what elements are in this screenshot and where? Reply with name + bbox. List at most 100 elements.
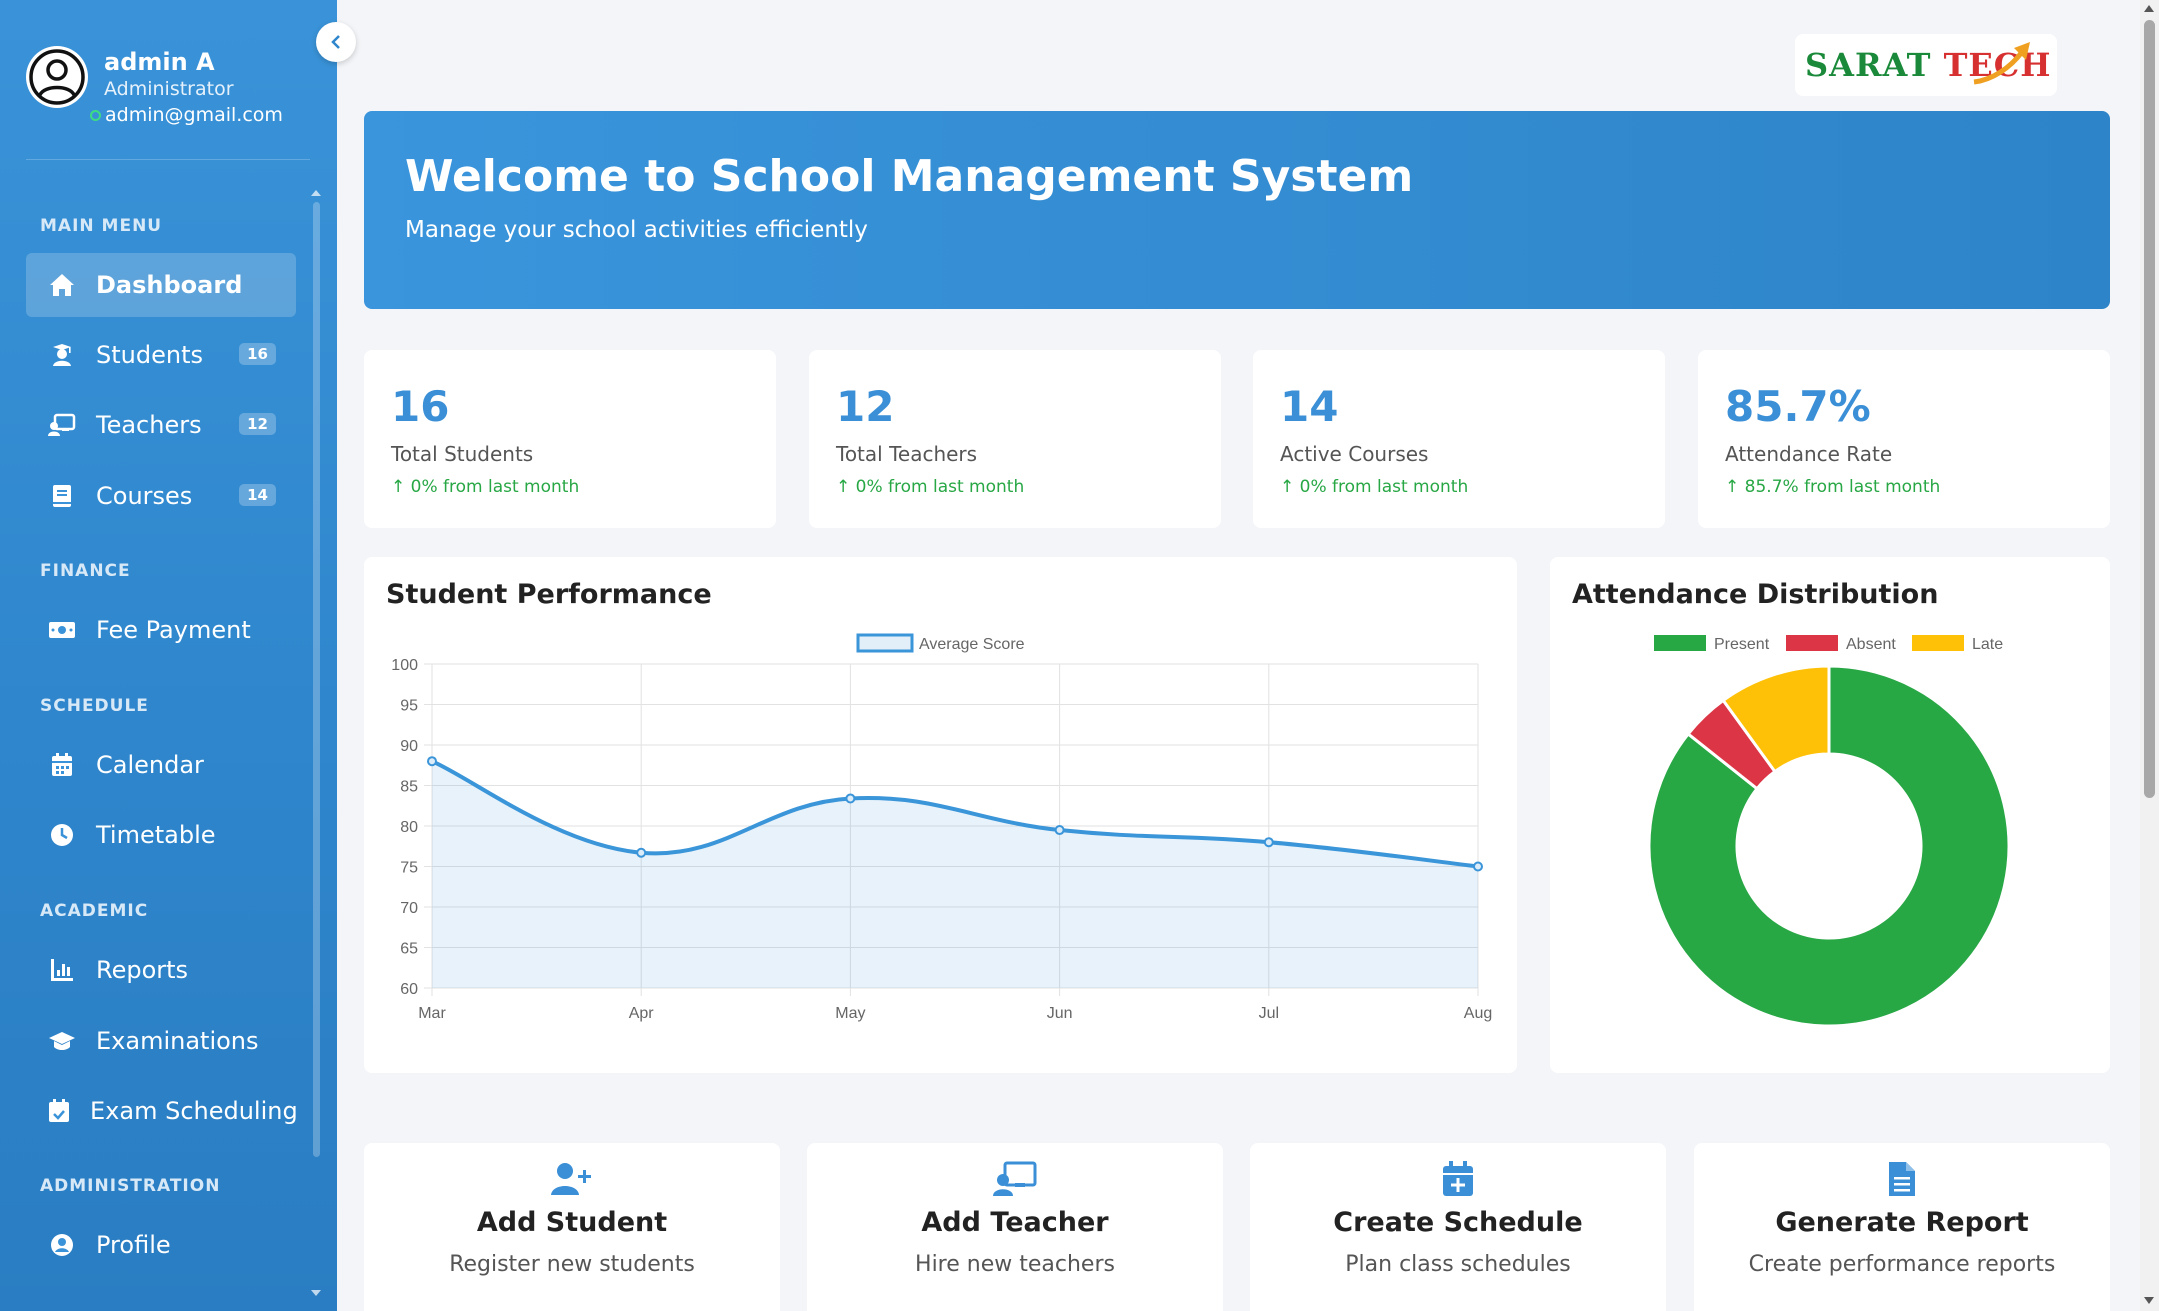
user-plus-icon [551, 1163, 591, 1195]
sidebar-toggle-button[interactable] [316, 22, 356, 62]
graduation-cap-icon [48, 1027, 76, 1055]
student-performance-card: Student Performance 100 95 90 85 80 75 70 65 60 M… [364, 557, 1517, 1073]
sidebar-scroll-up-icon[interactable] [311, 190, 321, 196]
chart-title: Attendance Distribution [1572, 579, 1939, 610]
sidebar-item-teachers[interactable]: Teachers 12 [26, 393, 296, 457]
money-icon [48, 616, 76, 644]
y-tick-label: 85 [400, 779, 418, 796]
user-email-row: admin@gmail.com [90, 104, 283, 126]
sidebar-item-label: Timetable [96, 821, 216, 849]
stat-change-text: 0% from last month [855, 477, 1025, 497]
stat-label: Attendance Rate [1725, 442, 1893, 466]
sidebar-item-label: Profile [96, 1231, 171, 1259]
brand-logo: SARAT TECH [1795, 34, 2057, 96]
user-role: Administrator [104, 78, 234, 100]
user-avatar-icon [29, 49, 85, 105]
sidebar-item-examinations[interactable]: Examinations [26, 1009, 296, 1073]
sidebar-scroll-down-icon[interactable] [311, 1290, 321, 1296]
student-icon [48, 341, 76, 369]
user-profile: admin A Administrator admin@gmail.com [26, 46, 316, 126]
chart-title: Student Performance [386, 579, 712, 610]
quick-action-title: Create Schedule [1333, 1207, 1583, 1238]
add-student-button[interactable]: Add Student Register new students [364, 1143, 780, 1311]
calendar-plus-icon [1443, 1161, 1473, 1196]
stat-value: 85.7% [1725, 382, 1871, 431]
sidebar-scrollbar[interactable] [313, 202, 320, 1157]
sidebar-item-exam-scheduling[interactable]: Exam Scheduling [26, 1079, 298, 1143]
book-icon [48, 482, 76, 510]
sidebar-item-timetable[interactable]: Timetable [26, 803, 296, 867]
sidebar-item-label: Teachers [96, 411, 202, 439]
avatar [26, 46, 88, 108]
quick-action-title: Add Teacher [921, 1207, 1109, 1238]
section-schedule: SCHEDULE [40, 696, 149, 716]
sidebar-item-label: Calendar [96, 751, 204, 779]
teacher-board-icon [993, 1161, 1037, 1196]
logo-arrow-icon [1973, 42, 2030, 85]
home-icon [48, 271, 76, 299]
welcome-banner: Welcome to School Management System Mana… [364, 111, 2110, 309]
legend-swatch [1912, 635, 1964, 651]
teacher-icon [48, 411, 76, 439]
legend-label: Late [1972, 636, 2003, 653]
scroll-up-icon[interactable] [2144, 5, 2154, 12]
data-point [1263, 837, 1274, 848]
banner-subtitle: Manage your school activities efficientl… [405, 217, 868, 243]
user-circle-icon [48, 1231, 76, 1259]
sidebar-item-students[interactable]: Students 16 [26, 323, 296, 387]
sidebar-item-label: Examinations [96, 1027, 259, 1055]
legend-label: Absent [1846, 636, 1896, 653]
legend-swatch [856, 633, 914, 653]
user-email: admin@gmail.com [105, 104, 283, 126]
scroll-down-icon[interactable] [2144, 1297, 2154, 1304]
calendar-icon [48, 751, 76, 779]
stat-label: Total Teachers [836, 442, 978, 466]
calendar-check-icon [48, 1097, 70, 1125]
y-tick-label: 75 [400, 860, 418, 877]
stat-change-text: 85.7% from last month [1744, 477, 1941, 497]
create-schedule-button[interactable]: Create Schedule Plan class schedules [1250, 1143, 1666, 1311]
bar-chart-icon [48, 956, 76, 984]
y-tick-label: 80 [400, 819, 418, 836]
data-point [1054, 825, 1065, 836]
donut-chart: Present Absent Late [1647, 635, 2011, 1028]
y-tick-label: 95 [400, 698, 418, 715]
courses-count-badge: 14 [239, 484, 276, 506]
sidebar-item-fee-payment[interactable]: Fee Payment [26, 598, 296, 662]
attendance-distribution-card: Attendance Distribution Present Absent Lat… [1550, 557, 2110, 1073]
sidebar-item-courses[interactable]: Courses 14 [26, 464, 296, 528]
stat-label: Total Students [391, 442, 534, 466]
section-academic: ACADEMIC [40, 901, 149, 921]
quick-action-desc: Hire new teachers [915, 1252, 1115, 1277]
clock-icon [48, 821, 76, 849]
x-tick-label: Apr [629, 1005, 655, 1022]
sidebar-item-calendar[interactable]: Calendar [26, 733, 296, 797]
section-finance: FINANCE [40, 561, 131, 581]
sidebar-item-label: Fee Payment [96, 616, 251, 644]
sidebar-item-profile[interactable]: Profile [26, 1213, 296, 1277]
page-scrollbar-thumb[interactable] [2144, 20, 2155, 798]
generate-report-button[interactable]: Generate Report Create performance repor… [1694, 1143, 2110, 1311]
sidebar-item-label: Exam Scheduling [90, 1097, 298, 1125]
legend-label: Average Score [919, 636, 1025, 653]
sidebar-item-dashboard[interactable]: Dashboard [26, 253, 296, 317]
stat-change: ↑ 85.7% from last month [1725, 477, 1940, 497]
section-main-menu: MAIN MENU [40, 216, 163, 236]
stat-label: Active Courses [1280, 442, 1429, 466]
legend-swatch [1786, 635, 1838, 651]
sidebar-item-label: Dashboard [96, 271, 243, 299]
data-point [845, 793, 856, 804]
legend-label: Present [1714, 636, 1770, 653]
quick-action-desc: Register new students [449, 1252, 695, 1277]
sidebar-item-reports[interactable]: Reports [26, 938, 296, 1002]
legend-swatch [1654, 635, 1706, 651]
series-line [431, 759, 1479, 869]
stat-card-teachers: 12 Total Teachers ↑ 0% from last month [809, 350, 1221, 528]
add-teacher-button[interactable]: Add Teacher Hire new teachers [807, 1143, 1223, 1311]
stat-change: ↑ 0% from last month [836, 477, 1024, 497]
arrow-up-icon: ↑ [1725, 477, 1740, 497]
user-name: admin A [104, 48, 215, 76]
stat-value: 14 [1280, 382, 1339, 431]
stat-card-courses: 14 Active Courses ↑ 0% from last month [1253, 350, 1665, 528]
divider [26, 159, 310, 160]
